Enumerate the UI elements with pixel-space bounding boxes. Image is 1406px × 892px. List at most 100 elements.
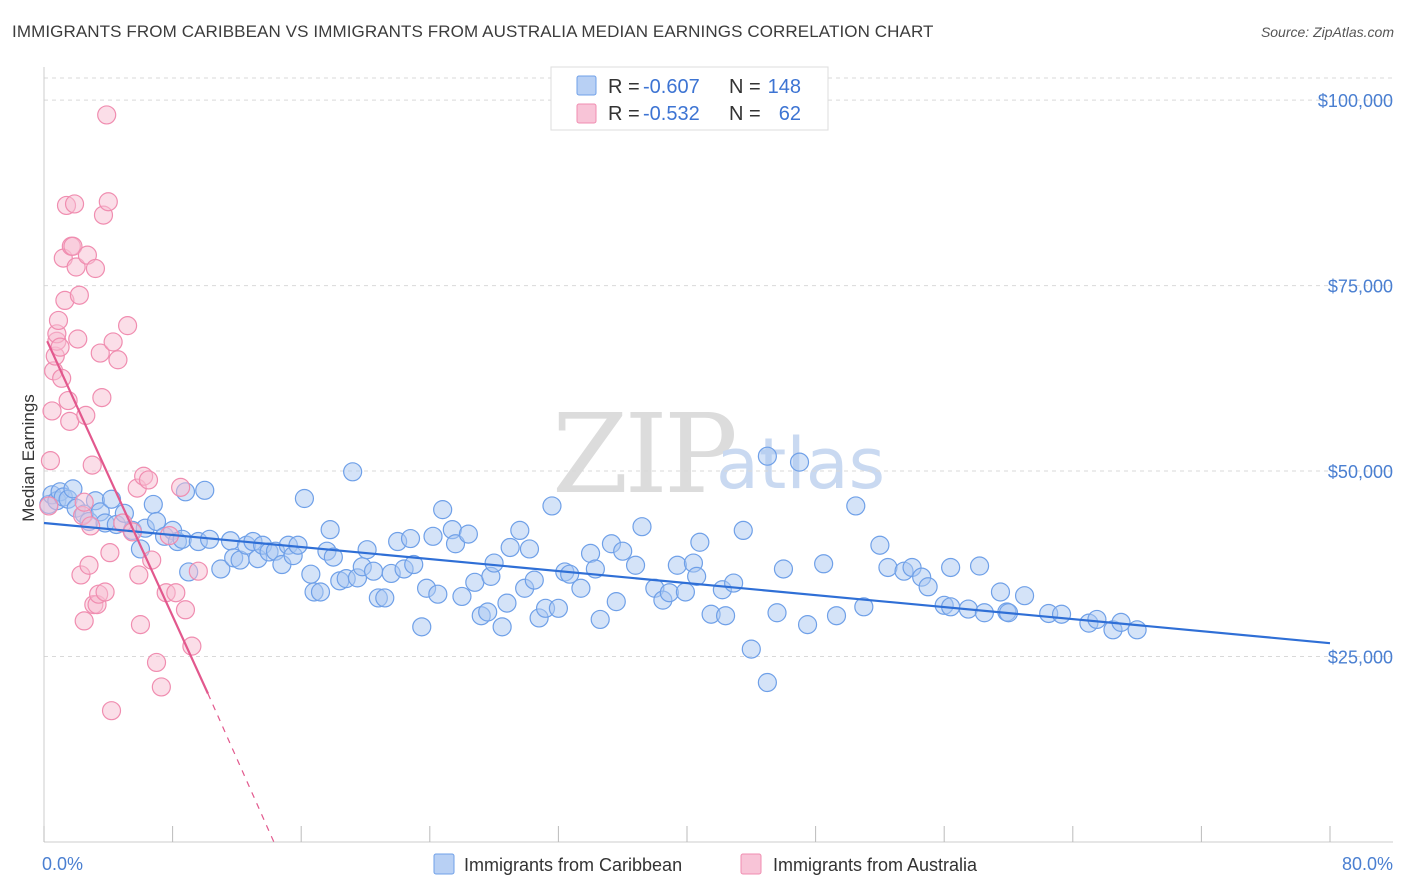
point-caribbean-124	[870, 535, 890, 555]
point-caribbean-119	[797, 615, 818, 635]
x-tick-label-min: 0.0%	[42, 854, 83, 874]
point-caribbean-135	[974, 603, 994, 623]
point-caribbean-134	[969, 556, 990, 576]
point-caribbean-143	[1087, 609, 1107, 630]
legend-r-label-caribbean: R =	[608, 76, 640, 98]
point-caribbean-68	[428, 584, 448, 604]
point-australia-44	[117, 316, 138, 336]
point-caribbean-103	[659, 583, 679, 603]
legend-n-label-australia: N =	[729, 103, 761, 125]
y-tick-label-2: $75,000	[1328, 277, 1393, 297]
point-caribbean-28	[195, 480, 215, 500]
point-caribbean-117	[773, 559, 794, 579]
point-caribbean-104	[667, 555, 687, 575]
point-caribbean-113	[733, 520, 753, 541]
point-caribbean-100	[632, 517, 652, 537]
point-caribbean-115	[757, 446, 777, 466]
point-australia-47	[129, 565, 149, 585]
point-australia-16	[63, 236, 83, 256]
point-caribbean-123	[854, 597, 874, 617]
x-tick-label-max: 80.0%	[1342, 854, 1393, 874]
point-caribbean-71	[445, 534, 466, 554]
point-caribbean-59	[375, 588, 395, 608]
point-caribbean-6	[63, 479, 83, 499]
point-caribbean-105	[675, 582, 695, 602]
legend-swatch-caribbean	[576, 75, 597, 96]
point-caribbean-139	[1014, 586, 1035, 606]
point-caribbean-81	[500, 537, 520, 558]
point-caribbean-64	[404, 554, 424, 575]
point-caribbean-47	[310, 582, 331, 602]
point-australia-48	[130, 615, 151, 635]
point-caribbean-78	[484, 553, 504, 573]
point-caribbean-92	[571, 578, 591, 598]
point-australia-24	[76, 405, 96, 426]
point-australia-34	[92, 387, 112, 408]
point-caribbean-63	[400, 528, 421, 549]
point-australia-7	[48, 310, 69, 331]
point-caribbean-88	[542, 496, 562, 516]
point-australia-52	[146, 652, 167, 673]
point-australia-17	[64, 194, 85, 214]
point-caribbean-99	[625, 555, 646, 575]
legend-box	[550, 66, 829, 131]
point-caribbean-44	[294, 488, 315, 509]
point-caribbean-20	[146, 511, 167, 532]
point-australia-19	[68, 329, 88, 349]
point-caribbean-95	[590, 609, 610, 630]
point-caribbean-118	[789, 452, 810, 472]
point-caribbean-114	[741, 639, 761, 659]
point-australia-57	[171, 477, 191, 497]
point-caribbean-85	[524, 570, 544, 590]
y-tick-label-1: $50,000	[1328, 462, 1393, 482]
point-caribbean-57	[363, 561, 384, 581]
point-caribbean-147	[757, 672, 777, 693]
watermark-zip: ZIP	[552, 390, 735, 518]
point-australia-37	[97, 105, 117, 125]
data-points	[39, 105, 1147, 721]
chart-title: IMMIGRANTS FROM CARIBBEAN VS IMMIGRANTS …	[12, 22, 934, 41]
point-caribbean-98	[613, 541, 633, 561]
point-australia-40	[101, 701, 122, 721]
point-caribbean-91	[560, 564, 580, 584]
point-australia-36	[95, 582, 115, 602]
point-australia-30	[85, 258, 106, 279]
point-caribbean-129	[918, 577, 938, 597]
point-caribbean-73	[458, 524, 478, 544]
point-australia-58	[175, 600, 196, 620]
legend-series: Immigrants from Caribbean Immigrants fro…	[433, 853, 978, 875]
point-caribbean-56	[357, 540, 377, 560]
legend-stats: R = -0.607 N = 148 R = -0.532 N = 62	[550, 66, 829, 131]
watermark: ZIP atlas	[552, 390, 885, 518]
point-caribbean-50	[323, 547, 343, 567]
point-caribbean-80	[497, 593, 517, 613]
point-caribbean-13	[101, 489, 122, 509]
point-caribbean-76	[478, 602, 498, 622]
legend-r-value-australia: -0.532	[643, 103, 700, 125]
point-australia-41	[103, 332, 123, 352]
trend-line-caribbean	[43, 521, 1331, 645]
point-australia-56	[166, 583, 186, 603]
legend-n-label-caribbean: N =	[729, 76, 761, 98]
point-caribbean-49	[320, 520, 340, 540]
point-australia-53	[151, 677, 171, 697]
point-caribbean-89	[548, 598, 569, 618]
legend-swatch-caribbean-bottom	[433, 853, 455, 875]
y-tick-label-0: $25,000	[1328, 648, 1393, 668]
point-caribbean-69	[433, 500, 453, 520]
point-caribbean-19	[143, 494, 163, 515]
point-caribbean-72	[452, 586, 472, 607]
point-caribbean-107	[690, 532, 710, 552]
point-caribbean-97	[606, 592, 626, 612]
point-caribbean-65	[412, 617, 432, 637]
point-caribbean-136	[990, 582, 1011, 602]
legend-r-value-caribbean: -0.607	[643, 76, 700, 98]
chart-source: Source: ZipAtlas.com	[1260, 24, 1394, 40]
point-australia-50	[138, 470, 159, 490]
point-caribbean-116	[767, 603, 787, 623]
point-caribbean-112	[724, 573, 744, 593]
point-caribbean-122	[846, 496, 866, 516]
legend-n-value-caribbean: 148	[768, 76, 801, 98]
point-australia-23	[74, 492, 94, 512]
